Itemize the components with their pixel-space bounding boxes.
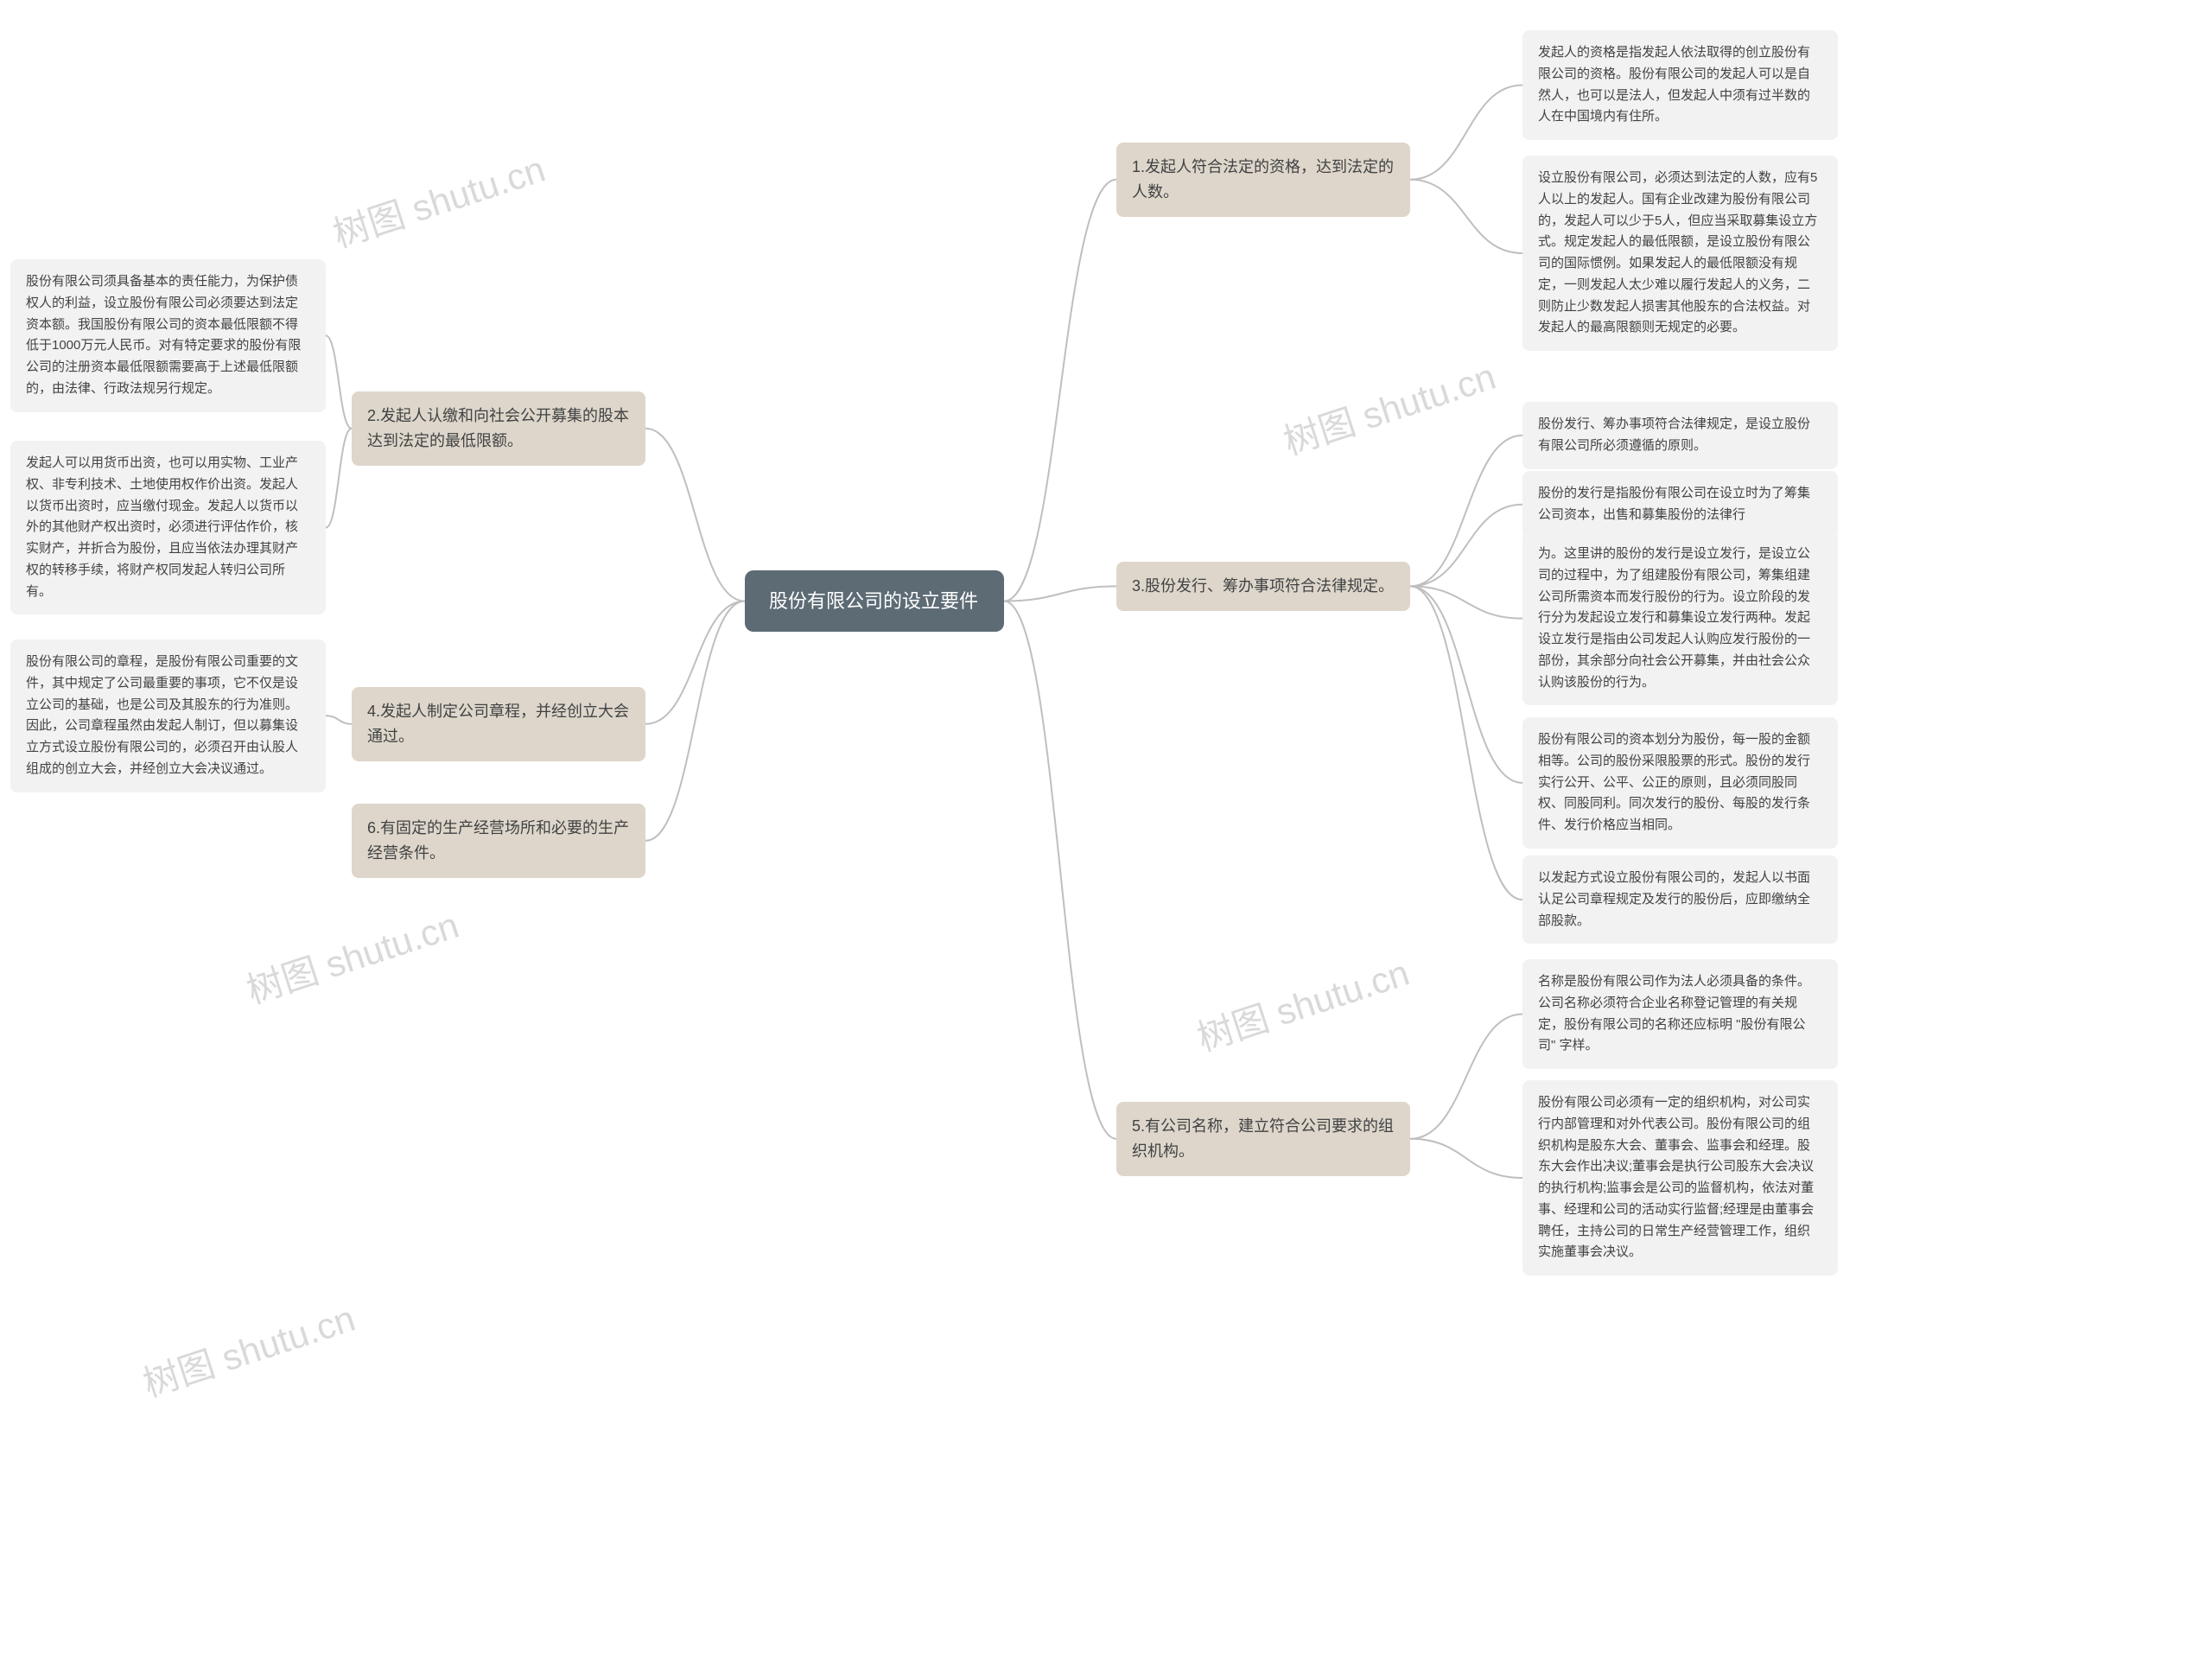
mindmap-root: 股份有限公司的设立要件 [745,570,1004,632]
leaf-right-1-4: 以发起方式设立股份有限公司的，发起人以书面认足公司章程规定及发行的股份后，应即缴… [1522,856,1838,944]
leaf-right-2-0: 名称是股份有限公司作为法人必须具备的条件。公司名称必须符合企业名称登记管理的有关… [1522,959,1838,1069]
leaf-right-1-1-label: 股份的发行是指股份有限公司在设立时为了筹集公司资本，出售和募集股份的法律行 [1538,483,1822,526]
leaf-right-2-1: 股份有限公司必须有一定的组织机构，对公司实行内部管理和对外代表公司。股份有限公司… [1522,1080,1838,1276]
watermark-1: 树图 shutu.cn [1276,347,1502,466]
leaf-right-2-0-label: 名称是股份有限公司作为法人必须具备的条件。公司名称必须符合企业名称登记管理的有关… [1538,971,1822,1057]
leaf-right-1-1: 股份的发行是指股份有限公司在设立时为了筹集公司资本，出售和募集股份的法律行 [1522,471,1838,538]
branch-right-1-label: 3.股份发行、筹办事项符合法律规定。 [1132,574,1394,599]
leaf-right-0-1-label: 设立股份有限公司，必须达到法定的人数，应有5人以上的发起人。国有企业改建为股份有… [1538,168,1822,339]
branch-right-0-label: 1.发起人符合法定的资格，达到法定的人数。 [1132,155,1395,205]
branch-left-0-label: 2.发起人认缴和向社会公开募集的股本达到法定的最低限额。 [367,404,630,454]
leaf-right-2-1-label: 股份有限公司必须有一定的组织机构，对公司实行内部管理和对外代表公司。股份有限公司… [1538,1092,1822,1263]
watermark-0: 树图 shutu.cn [326,140,551,258]
leaf-right-1-2: 为。这里讲的股份的发行是设立发行，是设立公司的过程中，为了组建股份有限公司，筹集… [1522,531,1838,705]
watermark-2: 树图 shutu.cn [239,896,465,1015]
branch-left-2-label: 6.有固定的生产经营场所和必要的生产经营条件。 [367,816,630,866]
leaf-left-0-1: 发起人可以用货币出资，也可以用实物、工业产权、非专利技术、土地使用权作价出资。发… [10,441,326,614]
leaf-left-0-0: 股份有限公司须具备基本的责任能力，为保护债权人的利益，设立股份有限公司必须要达到… [10,259,326,412]
watermark-3: 树图 shutu.cn [1190,944,1415,1062]
branch-left-2: 6.有固定的生产经营场所和必要的生产经营条件。 [352,804,645,878]
leaf-right-0-0-label: 发起人的资格是指发起人依法取得的创立股份有限公司的资格。股份有限公司的发起人可以… [1538,42,1822,128]
leaf-right-1-3: 股份有限公司的资本划分为股份，每一股的金额相等。公司的股份采限股票的形式。股份的… [1522,717,1838,849]
leaf-left-0-0-label: 股份有限公司须具备基本的责任能力，为保护债权人的利益，设立股份有限公司必须要达到… [26,271,310,400]
leaf-left-1-0: 股份有限公司的章程，是股份有限公司重要的文件，其中规定了公司最重要的事项，它不仅… [10,639,326,792]
branch-right-1: 3.股份发行、筹办事项符合法律规定。 [1116,562,1410,611]
leaf-right-1-0: 股份发行、筹办事项符合法律规定，是设立股份有限公司所必须遵循的原则。 [1522,402,1838,469]
leaf-right-0-0: 发起人的资格是指发起人依法取得的创立股份有限公司的资格。股份有限公司的发起人可以… [1522,30,1838,140]
leaf-left-0-1-label: 发起人可以用货币出资，也可以用实物、工业产权、非专利技术、土地使用权作价出资。发… [26,453,310,602]
branch-right-2-label: 5.有公司名称，建立符合公司要求的组织机构。 [1132,1114,1395,1164]
leaf-left-1-0-label: 股份有限公司的章程，是股份有限公司重要的文件，其中规定了公司最重要的事项，它不仅… [26,652,310,780]
leaf-right-1-2-label: 为。这里讲的股份的发行是设立发行，是设立公司的过程中，为了组建股份有限公司，筹集… [1538,544,1822,693]
leaf-right-1-4-label: 以发起方式设立股份有限公司的，发起人以书面认足公司章程规定及发行的股份后，应即缴… [1538,868,1822,932]
connector-layer [0,0,2212,1667]
watermark-4: 树图 shutu.cn [136,1289,361,1408]
leaf-right-1-3-label: 股份有限公司的资本划分为股份，每一股的金额相等。公司的股份采限股票的形式。股份的… [1538,729,1822,837]
branch-left-1-label: 4.发起人制定公司章程，并经创立大会通过。 [367,699,630,749]
branch-left-1: 4.发起人制定公司章程，并经创立大会通过。 [352,687,645,761]
branch-right-0: 1.发起人符合法定的资格，达到法定的人数。 [1116,143,1410,217]
root-label: 股份有限公司的设立要件 [769,586,978,616]
leaf-right-0-1: 设立股份有限公司，必须达到法定的人数，应有5人以上的发起人。国有企业改建为股份有… [1522,156,1838,351]
branch-right-2: 5.有公司名称，建立符合公司要求的组织机构。 [1116,1102,1410,1176]
branch-left-0: 2.发起人认缴和向社会公开募集的股本达到法定的最低限额。 [352,391,645,466]
leaf-right-1-0-label: 股份发行、筹办事项符合法律规定，是设立股份有限公司所必须遵循的原则。 [1538,414,1822,457]
